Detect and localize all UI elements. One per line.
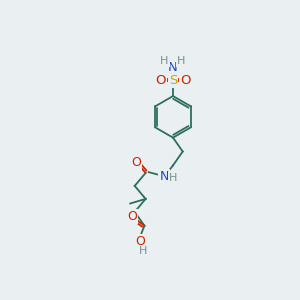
Text: N: N — [159, 169, 169, 182]
Text: O: O — [155, 74, 166, 87]
Text: O: O — [127, 210, 137, 223]
Text: H: H — [160, 56, 169, 66]
Text: O: O — [131, 156, 141, 169]
Text: O: O — [135, 235, 145, 248]
Text: H: H — [177, 56, 186, 66]
Text: N: N — [168, 61, 178, 74]
Text: H: H — [139, 246, 147, 256]
Text: H: H — [169, 172, 178, 183]
Text: O: O — [180, 74, 190, 87]
Text: S: S — [169, 74, 177, 87]
